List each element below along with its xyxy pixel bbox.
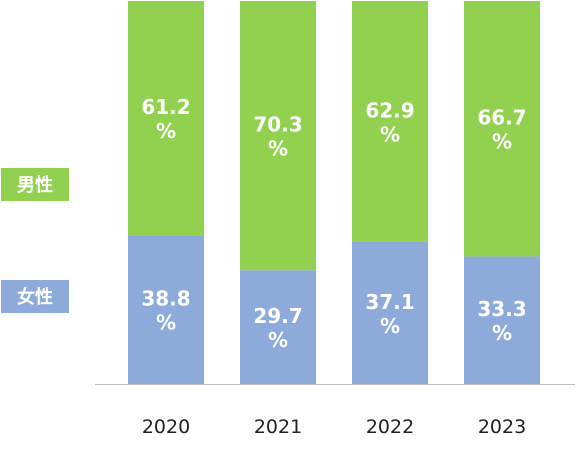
data-label-2021-male: 70.3% [253,113,302,161]
data-label-2022-female: 37.1% [365,290,414,338]
bar-segment-2020-male [128,1,204,236]
bar-segment-2020-female [128,235,204,384]
bar-segment-2023-female [464,256,540,384]
x-tick-2021: 2021 [254,416,302,438]
bar-segment-2023-male [464,1,540,257]
bar-segment-2022-female [352,241,428,384]
legend-label-female: 女性 [17,286,53,308]
data-label-2021-female: 29.7% [253,304,302,352]
bar-segment-2021-female [240,270,316,384]
data-label-2020-female: 38.8% [141,287,190,335]
x-tick-2022: 2022 [366,416,414,438]
bar-segment-2022-male [352,1,428,242]
x-tick-2023: 2023 [478,416,526,438]
x-tick-labels: 2020 2021 2022 2023 [142,416,526,438]
bars-layer [128,1,540,384]
segment-labels-layer: 38.8 % 61.2 % 29.7 % 70.3 % 37.1 % 62.9 % 33.3 % 66.7% [141,95,526,352]
data-label-2022-male: 62.9% [365,98,414,146]
data-label-2023-female: 33.3% [477,297,526,345]
legend-swatch-male [1,168,69,201]
data-label-2023-male: 66.7% [477,106,526,154]
legend-swatch-female [1,280,69,313]
x-tick-2020: 2020 [142,416,190,438]
legend-label-male: 男性 [17,174,53,196]
data-label-2020-male: 61.2% [141,95,190,143]
bar-segment-2021-male [240,1,316,271]
